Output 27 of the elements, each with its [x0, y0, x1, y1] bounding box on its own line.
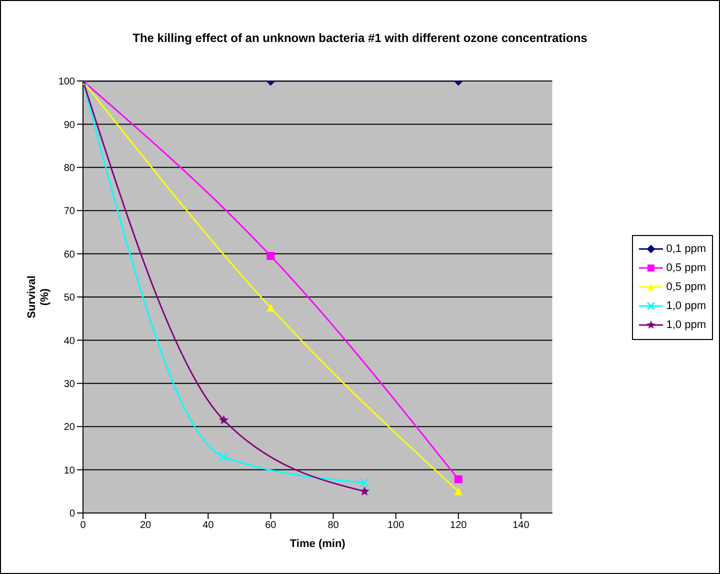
x-tick-label: 140	[512, 520, 530, 532]
y-tick-label: 20	[64, 422, 76, 434]
x-tick-label: 60	[265, 520, 277, 532]
legend-label: 1,0 ppm	[666, 300, 706, 312]
y-tick-label: 100	[58, 76, 76, 88]
x-tick-label: 100	[387, 520, 405, 532]
x-tick-label: 80	[328, 520, 340, 532]
x-axis-title: Time (min)	[290, 538, 346, 550]
y-tick-label: 40	[64, 336, 76, 347]
y-tick-label: 70	[64, 206, 76, 218]
y-tick-label: 10	[64, 465, 76, 476]
y-tick-label: 60	[64, 249, 76, 260]
x-tick-label: 120	[450, 520, 468, 532]
chart-title: The killing effect of an unknown bacteria #1 with different ozone concentrations	[132, 31, 588, 45]
y-tick-label: 0	[69, 508, 76, 520]
legend-label: 0,5 ppm	[666, 281, 706, 293]
y-tick-label: 30	[64, 378, 76, 390]
y-tick-label: 50	[64, 292, 76, 304]
y-tick-label: 90	[64, 120, 76, 131]
legend-label: 1,0 ppm	[666, 319, 706, 331]
x-tick-label: 0	[80, 520, 86, 532]
x-tick-label: 20	[140, 520, 152, 532]
x-tick-label: 40	[202, 520, 214, 532]
y-tick-label: 80	[64, 162, 76, 174]
y-axis-title: Survival (%)	[26, 276, 51, 318]
legend-label: 0,5 ppm	[666, 262, 706, 274]
legend-label: 0,1 ppm	[666, 243, 706, 255]
